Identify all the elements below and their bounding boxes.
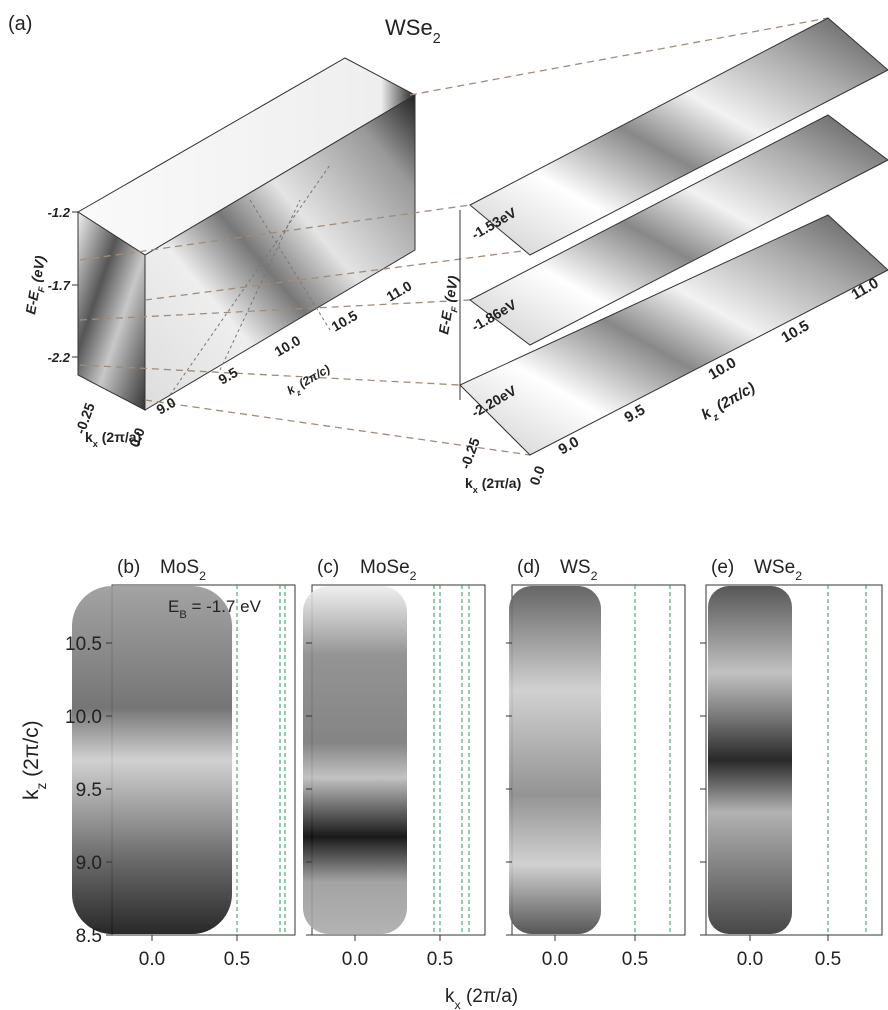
box-front [77,211,146,411]
text-unit: (2π/c) [710,379,758,417]
connector-lines [79,17,829,456]
text-unit: (2π/c) [20,720,43,782]
label: 10.0 [65,707,102,728]
text-unit: (2π/a) [461,986,518,1007]
axis-label: E-EF (eV) [22,254,52,316]
label: (e) [711,557,734,578]
label: (b) [117,557,140,578]
text-main: E [168,597,179,616]
axis-label: E-EF (eV) [435,274,465,336]
panel-title: MoS2 [160,557,206,583]
text-sub: 2 [410,569,417,583]
label: -0.25 [457,435,483,471]
guide-lines [169,164,331,396]
axis-label: kx (2π/a) [85,429,141,449]
label: 0.5 [622,949,648,970]
text-sub: F [449,306,460,314]
label: 0.0 [342,949,368,970]
text-sub: x [93,439,98,449]
label: 10.0 [272,332,304,360]
label: -2.2 [48,350,71,365]
text-main: k [465,475,473,491]
label: (a) [8,13,32,35]
text-sub: 2 [433,31,441,47]
intensity-band [72,586,232,934]
intensity-band [509,586,601,934]
text-unit: (2π/c) [294,362,333,392]
panel-title: WS2 [560,557,598,583]
axis-label: kx (2π/a) [445,986,518,1010]
text-unit: = -1.7 eV [187,597,262,616]
text-sub: B [179,609,186,621]
text-main: k [85,429,93,445]
text-unit: (2π/a) [478,475,521,491]
text-sub: z [710,411,721,424]
panel-a-drawing [77,17,888,456]
text-main: WSe [385,15,433,40]
label: 8.5 [76,926,102,947]
label: 10.5 [65,634,102,655]
label: 9.5 [76,780,102,801]
text-main: E-E [435,309,455,335]
slice-plane [459,214,888,456]
panel-title: MoSe2 [360,557,417,583]
text-sub: 2 [795,569,802,583]
label: 0.0 [542,949,568,970]
text-sub: x [455,998,462,1010]
panel-title: WSe2 [754,557,802,583]
label: (c) [317,557,339,578]
axis-label: kz (2π/c) [285,362,335,401]
label: 0.0 [126,425,148,449]
label: 11.0 [384,277,415,304]
text-sub: z [34,783,49,790]
text-unit: (2π/a) [98,429,141,445]
text-sub: 2 [199,569,206,583]
text-unit: (eV) [27,254,48,287]
text-sub: z [294,387,303,397]
slice-plane [469,17,888,256]
label: 0.0 [526,463,548,487]
label: 0.0 [737,949,763,970]
axis-label: kz (2π/c) [699,379,761,427]
text-main: MoS [160,557,199,578]
panel-title: WSe2 [385,15,441,47]
label: (d) [517,557,540,578]
text-main: E-E [22,289,42,315]
text-main: WS [560,557,591,578]
label: 9.0 [76,853,102,874]
text-sub: F [36,286,47,294]
label: 0.5 [427,949,453,970]
axis-label: kz (2π/c) [20,720,49,800]
text-sub: 2 [591,569,598,583]
axis-label: kx (2π/a) [465,475,521,495]
label: -1.2 [48,205,71,220]
text-main: k [20,789,43,800]
label: 0.0 [139,949,165,970]
intensity-band [708,586,792,934]
intensity-band [303,586,407,934]
label: 0.5 [815,949,841,970]
text-main: WSe [754,557,795,578]
text-sub: x [473,485,478,495]
text-main: MoSe [360,557,410,578]
text-unit: (eV) [440,274,461,307]
annotation: EB = -1.7 eV [168,597,262,621]
label: 9.5 [216,364,241,388]
label: -1.7 [48,278,71,293]
label: 10.5 [329,307,361,335]
label: 0.5 [224,949,250,970]
text-main: k [445,986,455,1007]
slice-plane [469,114,888,346]
